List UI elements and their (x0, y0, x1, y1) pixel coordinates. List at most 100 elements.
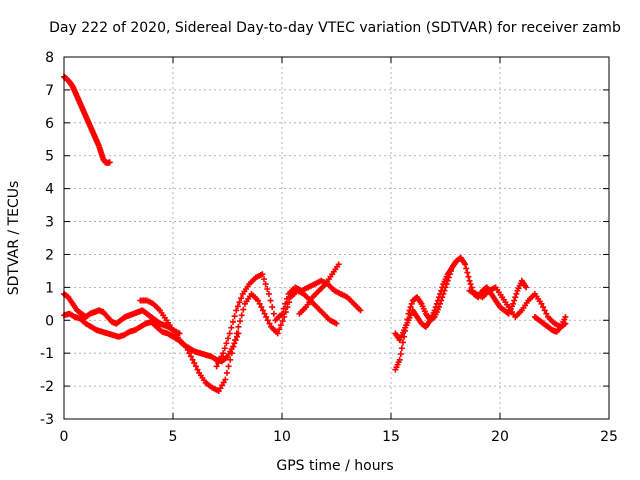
data-point (191, 360, 198, 367)
data-point (279, 318, 286, 325)
data-point (431, 307, 438, 314)
data-point (541, 307, 548, 314)
data-point (433, 300, 440, 307)
data-point (396, 356, 403, 363)
data-point (262, 281, 269, 288)
data-point (512, 294, 519, 301)
data-point (240, 306, 247, 313)
data-point (282, 300, 289, 307)
x-tick-label: 10 (273, 429, 291, 445)
data-point (435, 294, 442, 301)
y-tick-label: 7 (45, 83, 54, 99)
data-point (225, 363, 232, 370)
data-point (255, 297, 262, 304)
data-point (408, 300, 415, 307)
y-tick-label: 8 (45, 50, 54, 66)
data-point (523, 284, 530, 291)
x-axis-label: GPS time / hours (276, 458, 393, 474)
data-point (222, 376, 229, 383)
data-point (258, 304, 265, 311)
x-tick-label: 15 (382, 429, 400, 445)
data-point (538, 300, 545, 307)
data-point (399, 339, 406, 346)
satellite-trace-10 (531, 313, 569, 335)
grid (64, 57, 609, 419)
y-axis-label: SDTVAR / TECUs (6, 181, 22, 296)
data-point (333, 320, 340, 327)
data-point (186, 350, 193, 357)
data-point (407, 304, 414, 311)
data-point (357, 307, 364, 314)
y-tick-label: 1 (45, 280, 54, 296)
satellite-trace-3 (61, 290, 183, 337)
data-point (256, 300, 263, 307)
data-point (263, 313, 270, 320)
data-point (562, 313, 569, 320)
y-tick-label: 5 (45, 149, 54, 165)
data-point (434, 297, 441, 304)
data-point (276, 326, 283, 333)
data-point (230, 343, 237, 350)
data-point (238, 312, 245, 319)
data-point (237, 318, 244, 325)
data-point (218, 353, 225, 360)
data-point (261, 310, 268, 317)
chart-title: Day 222 of 2020, Sidereal Day-to-day VTE… (49, 20, 621, 36)
data-point (259, 307, 266, 314)
data-point (281, 313, 288, 320)
data-point (264, 286, 271, 293)
data-point (226, 330, 233, 337)
y-tick-label: -3 (40, 412, 54, 428)
data-point (261, 276, 268, 283)
y-tick-label: 6 (45, 116, 54, 132)
satellite-trace-6 (296, 261, 342, 317)
data-point (510, 300, 517, 307)
satellite-trace-8 (392, 258, 460, 344)
data-point (223, 340, 230, 347)
data-point (216, 356, 223, 363)
data-point (286, 299, 293, 306)
data-point (259, 271, 266, 278)
data-point (282, 309, 289, 316)
x-tick-label: 0 (60, 429, 69, 445)
y-tick-label: 4 (45, 182, 54, 198)
x-tick-label: 25 (600, 429, 618, 445)
data-point (540, 304, 547, 311)
data-point (466, 277, 473, 284)
data-point (184, 346, 191, 353)
satellite-trace-1 (61, 73, 113, 166)
satellite-trace-9 (466, 284, 569, 330)
x-tick-label: 5 (169, 429, 178, 445)
data-point (465, 273, 472, 280)
data-point (106, 159, 113, 166)
data-point (231, 340, 238, 347)
data-point (233, 307, 240, 314)
data-point (231, 313, 238, 320)
data-point (284, 304, 291, 311)
y-tick-label: 2 (45, 247, 54, 263)
data-point (397, 351, 404, 358)
data-point (229, 318, 236, 325)
data-point (279, 310, 285, 317)
y-tick-label: -2 (40, 379, 54, 395)
data-point (213, 363, 220, 370)
data-point (236, 299, 243, 306)
data-point (274, 330, 281, 337)
data-point (562, 320, 569, 327)
data-point (265, 290, 272, 297)
data-point (227, 356, 234, 363)
data-point (176, 330, 183, 337)
data-point (192, 363, 199, 370)
data-point (453, 258, 460, 265)
data-point (228, 324, 235, 331)
data-point (223, 369, 230, 376)
data-point (267, 297, 274, 304)
data-point (437, 290, 444, 297)
data-point (187, 353, 194, 360)
data-point (189, 356, 196, 363)
data-point (398, 345, 405, 352)
plot-frame (63, 56, 610, 420)
data-point (513, 290, 520, 297)
y-tick-label: 3 (45, 215, 54, 231)
